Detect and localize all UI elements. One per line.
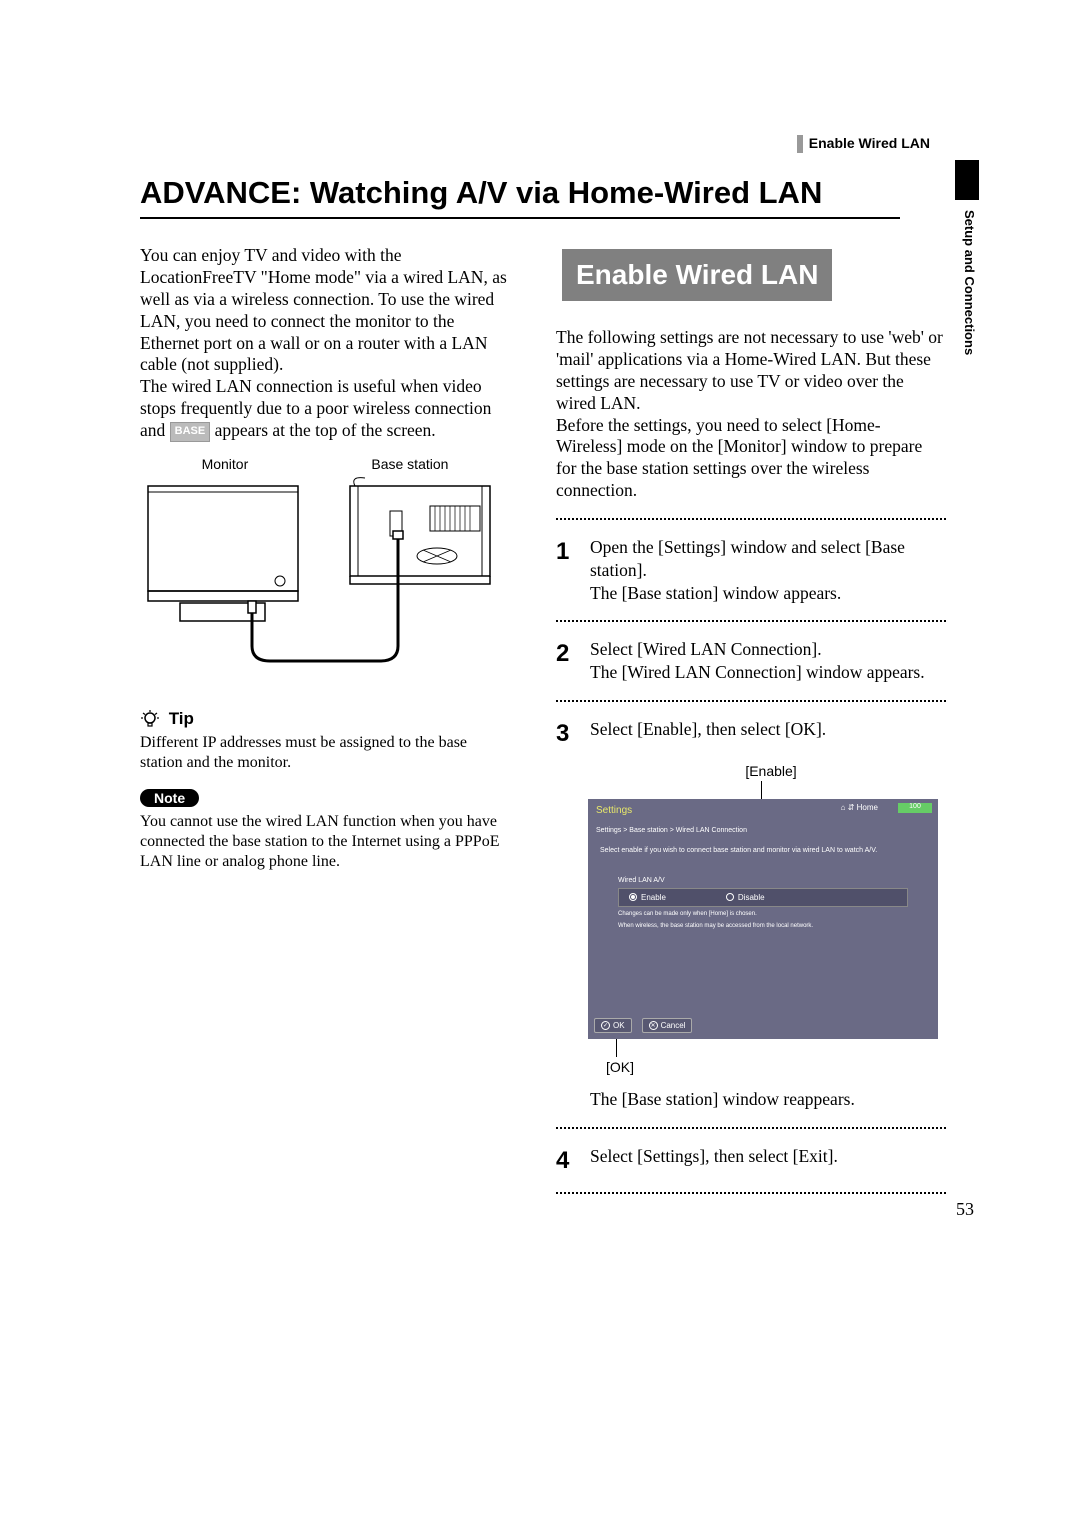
intro-text-c: appears at the top of the screen. (215, 420, 436, 440)
screen-small-1: Changes can be made only when [Home] is … (618, 911, 908, 919)
screenshot-block: [Enable] Settings ⌂ ⇵ Home 100 Settings … (556, 763, 946, 1075)
section-banner: Enable Wired LAN (556, 249, 832, 301)
page-title: ADVANCE: Watching A/V via Home-Wired LAN (140, 175, 900, 219)
step-text-a: Select [Enable], then select [OK]. (590, 719, 826, 739)
panel-label: Wired LAN A/V (618, 877, 908, 884)
diagram-labels-row: Monitor Base station (140, 456, 510, 472)
intro-text-a: You can enjoy TV and video with the Loca… (140, 245, 507, 374)
cancel-circle-icon: ✕ (649, 1021, 658, 1030)
tip-heading-text: Tip (169, 709, 194, 728)
cancel-button[interactable]: ✕ Cancel (642, 1018, 693, 1033)
left-column: You can enjoy TV and video with the Loca… (140, 245, 510, 1210)
screen-breadcrumb: Settings > Base station > Wired LAN Conn… (596, 827, 747, 834)
step-number: 1 (556, 536, 576, 604)
radio-disable-label: Disable (738, 893, 765, 902)
screen-bottom-buttons: ✓ OK ✕ Cancel (594, 1018, 692, 1033)
ok-circle-icon: ✓ (601, 1021, 610, 1030)
step-divider (556, 1127, 946, 1129)
after-screenshot-text: The [Base station] window reappears. (590, 1089, 946, 1111)
callout-ok: [OK] (606, 1059, 946, 1075)
running-head-text: Enable Wired LAN (809, 135, 930, 151)
radio-icon (726, 893, 734, 901)
step-body: Select [Settings], then select [Exit]. (590, 1145, 838, 1176)
screen-small-2: When wireless, the base station may be a… (618, 923, 908, 931)
step-divider (556, 1192, 946, 1194)
step-divider (556, 700, 946, 702)
callout-enable: [Enable] (596, 763, 946, 779)
step-body: Open the [Settings] window and select [B… (590, 536, 946, 604)
radio-disable[interactable]: Disable (726, 893, 765, 902)
step-4: 4 Select [Settings], then select [Exit]. (556, 1145, 946, 1176)
radio-icon (629, 893, 637, 901)
step-body: Select [Wired LAN Connection]. The [Wire… (590, 638, 925, 684)
callout-line (761, 781, 762, 799)
callout-line (616, 1039, 617, 1057)
connection-diagram (140, 476, 500, 676)
diagram-label-base: Base station (371, 456, 448, 472)
intro-paragraph: You can enjoy TV and video with the Loca… (140, 245, 510, 442)
page-number: 53 (956, 1199, 974, 1220)
note-heading: Note (140, 789, 199, 807)
side-tab-marker (955, 160, 979, 200)
right-intro-a: The following settings are not necessary… (556, 327, 946, 415)
radio-enable-label: Enable (641, 893, 666, 902)
tip-heading-row: Tip (140, 709, 510, 730)
step-body: Select [Enable], then select [OK]. (590, 718, 826, 749)
note-body: You cannot use the wired LAN function wh… (140, 812, 510, 872)
step-2: 2 Select [Wired LAN Connection]. The [Wi… (556, 638, 946, 684)
step-number: 4 (556, 1145, 576, 1176)
ok-button-label: OK (613, 1021, 625, 1030)
battery-icon: 100 (898, 803, 932, 813)
diagram-label-monitor: Monitor (202, 456, 249, 472)
step-text-a: Select [Settings], then select [Exit]. (590, 1146, 838, 1166)
tip-body: Different IP addresses must be assigned … (140, 733, 510, 773)
running-head: Enable Wired LAN (797, 135, 930, 153)
screen-panel: Wired LAN A/V Enable Disable Changes (618, 877, 908, 931)
running-head-bar (797, 135, 803, 153)
step-text-b: The [Base station] window appears. (590, 583, 841, 603)
base-badge-icon: BASE (170, 422, 211, 442)
ok-button[interactable]: ✓ OK (594, 1018, 632, 1033)
radio-row: Enable Disable (618, 888, 908, 907)
step-number: 2 (556, 638, 576, 684)
right-intro-b: Before the settings, you need to select … (556, 415, 946, 503)
cancel-button-label: Cancel (661, 1021, 686, 1030)
side-section-label: Setup and Connections (962, 210, 977, 355)
step-text-b: The [Wired LAN Connection] window appear… (590, 662, 925, 682)
step-divider (556, 518, 946, 520)
right-column: Enable Wired LAN The following settings … (556, 245, 946, 1210)
step-text-a: Select [Wired LAN Connection]. (590, 639, 822, 659)
step-1: 1 Open the [Settings] window and select … (556, 536, 946, 604)
screen-status-icons: ⌂ ⇵ Home (841, 803, 878, 812)
tip-bulb-icon (140, 709, 160, 729)
step-number: 3 (556, 718, 576, 749)
screen-instruction: Select enable if you wish to connect bas… (600, 847, 926, 854)
step-text-a: Open the [Settings] window and select [B… (590, 537, 905, 580)
step-3: 3 Select [Enable], then select [OK]. (556, 718, 946, 749)
settings-screenshot: Settings ⌂ ⇵ Home 100 Settings > Base st… (588, 799, 938, 1039)
radio-enable[interactable]: Enable (629, 893, 666, 902)
step-divider (556, 620, 946, 622)
screen-title: Settings (596, 805, 632, 816)
